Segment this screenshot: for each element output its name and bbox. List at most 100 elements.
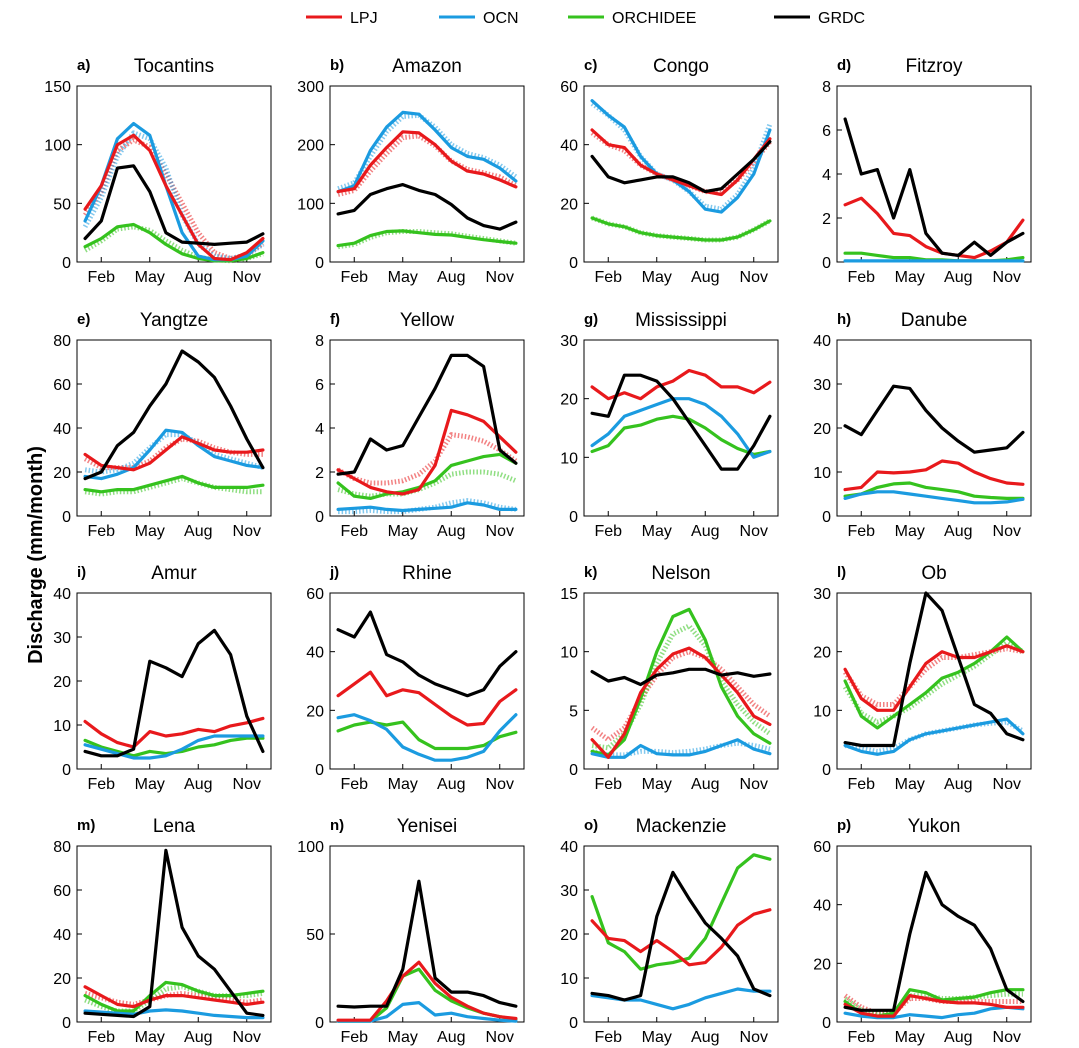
series-line-orchidee [336, 229, 518, 248]
legend: LPJ OCN ORCHIDEE GRDC [306, 10, 865, 27]
x-tick-label: Feb [340, 1029, 368, 1046]
panel-letter: n) [330, 817, 344, 834]
y-tick-label: 60 [53, 377, 71, 394]
series-dotted-orchidee [842, 640, 1025, 725]
legend-label-lpj: LPJ [350, 10, 378, 27]
series-line-ocn [83, 1008, 265, 1020]
panel-danube: h) Danube 0 10 20 30 40 Feb May Aug Nov [813, 310, 1032, 540]
y-tick-label: 2 [315, 465, 324, 482]
y-tick-label: 0 [315, 509, 324, 526]
series-line-grdc [843, 870, 1025, 1012]
series-line-grdc [590, 870, 772, 1002]
series-line-orchidee [590, 607, 772, 757]
panel-title: Mackenzie [636, 816, 727, 837]
series-line-ocn [843, 1005, 1025, 1020]
x-tick-label: Nov [993, 523, 1021, 540]
x-tick-label: May [135, 523, 165, 540]
x-tick-label: Nov [486, 523, 514, 540]
panel-title: Yukon [908, 816, 961, 837]
panel-fitzroy: d) Fitzroy 0 2 4 6 8 Feb May Aug Nov [822, 56, 1032, 286]
y-tick-label: 100 [297, 839, 324, 856]
y-tick-label: 0 [62, 509, 71, 526]
series-line-grdc [843, 384, 1025, 454]
panel-amazon: b) Amazon 0 100 200 300 Feb May Aug Nov [297, 56, 525, 286]
x-tick-label: Feb [87, 1029, 115, 1046]
y-tick-label: 60 [306, 586, 324, 603]
series-line-orchidee [83, 474, 265, 494]
x-tick-label: Aug [437, 523, 465, 540]
y-tick-label: 0 [569, 1015, 578, 1032]
panel-letter: o) [584, 817, 598, 834]
y-tick-label: 30 [560, 333, 578, 350]
x-tick-label: Feb [87, 523, 115, 540]
y-tick-label: 40 [53, 586, 71, 603]
x-tick-label: May [895, 523, 925, 540]
x-tick-label: May [388, 269, 418, 286]
x-tick-label: Aug [691, 1029, 719, 1046]
panel-congo: c) Congo 0 20 40 60 Feb May Aug Nov [560, 56, 779, 286]
y-tick-label: 0 [62, 762, 71, 779]
legend-entry-grdc: GRDC [774, 10, 865, 27]
y-tick-label: 0 [569, 255, 578, 272]
panel-title: Ob [921, 563, 946, 584]
series-line-lpj [590, 368, 772, 401]
x-tick-label: Feb [340, 776, 368, 793]
series-line-ocn [590, 99, 772, 214]
panel-title: Yellow [400, 310, 455, 331]
x-tick-label: May [895, 1029, 925, 1046]
series-line-lpj [83, 985, 265, 1009]
series-line-lpj [336, 960, 518, 1022]
series-line-grdc [336, 353, 518, 476]
y-tick-label: 0 [315, 255, 324, 272]
x-tick-label: Nov [233, 776, 261, 793]
y-tick-label: 50 [53, 196, 71, 213]
y-tick-label: 60 [560, 79, 578, 96]
x-tick-label: May [642, 776, 672, 793]
x-tick-label: Nov [233, 1029, 261, 1046]
y-tick-label: 30 [560, 883, 578, 900]
x-tick-label: Feb [594, 776, 622, 793]
series-dotted-lpj [590, 649, 772, 743]
series-line-ocn [336, 501, 518, 513]
x-tick-label: Feb [847, 776, 875, 793]
series-line-orchidee [336, 720, 518, 751]
series-line-grdc [843, 591, 1025, 748]
x-tick-label: Feb [847, 523, 875, 540]
series-line-lpj [336, 670, 518, 727]
y-tick-label: 0 [822, 762, 831, 779]
series-line-grdc [336, 610, 518, 698]
y-tick-label: 20 [53, 465, 71, 482]
series-line-grdc [590, 373, 772, 471]
panel-letter: k) [584, 564, 597, 581]
y-tick-label: 40 [53, 927, 71, 944]
series-line-lpj [83, 435, 265, 472]
panel-yenisei: n) Yenisei 0 50 100 Feb May Aug Nov [297, 816, 525, 1046]
series-line-grdc [83, 164, 265, 246]
y-tick-label: 50 [306, 927, 324, 944]
series-line-grdc [83, 848, 265, 1019]
x-tick-label: Aug [944, 1029, 972, 1046]
x-tick-label: May [642, 269, 672, 286]
panel-lena: m) Lena 0 20 40 60 80 Feb May Aug Nov [53, 816, 272, 1046]
series-line-lpj [590, 908, 772, 967]
series-line-ocn [336, 713, 518, 762]
series-line-ocn [83, 734, 265, 760]
x-tick-label: Aug [944, 269, 972, 286]
y-tick-label: 4 [315, 421, 324, 438]
plot-area [836, 339, 1032, 517]
y-tick-label: 20 [813, 421, 831, 438]
plot-area [583, 339, 779, 517]
series-line-lpj [843, 644, 1025, 712]
x-tick-label: May [895, 776, 925, 793]
legend-entry-lpj: LPJ [306, 10, 378, 27]
y-tick-label: 60 [813, 839, 831, 856]
y-tick-label: 100 [297, 196, 324, 213]
series-dotted-lpj [336, 432, 518, 486]
y-tick-label: 200 [297, 138, 324, 155]
panel-title: Tocantins [134, 56, 214, 77]
y-tick-label: 20 [813, 645, 831, 662]
x-tick-label: Feb [87, 776, 115, 793]
series-line-orchidee [843, 481, 1025, 500]
y-tick-label: 20 [560, 927, 578, 944]
x-tick-label: Nov [233, 269, 261, 286]
